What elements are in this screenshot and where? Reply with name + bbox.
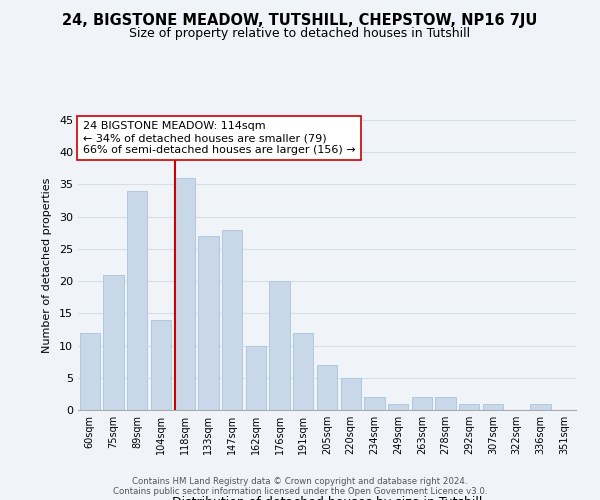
Bar [483, 404, 503, 410]
Bar [341, 378, 361, 410]
Text: Size of property relative to detached houses in Tutshill: Size of property relative to detached ho… [130, 28, 470, 40]
Bar [269, 281, 290, 410]
Text: 24, BIGSTONE MEADOW, TUTSHILL, CHEPSTOW, NP16 7JU: 24, BIGSTONE MEADOW, TUTSHILL, CHEPSTOW,… [62, 12, 538, 28]
Bar [175, 178, 195, 410]
Y-axis label: Number of detached properties: Number of detached properties [42, 178, 52, 352]
Text: 24 BIGSTONE MEADOW: 114sqm
← 34% of detached houses are smaller (79)
66% of semi: 24 BIGSTONE MEADOW: 114sqm ← 34% of deta… [83, 122, 356, 154]
Bar [530, 404, 551, 410]
Bar [246, 346, 266, 410]
Bar [436, 397, 455, 410]
Bar [459, 404, 479, 410]
Bar [388, 404, 408, 410]
Bar [199, 236, 218, 410]
X-axis label: Distribution of detached houses by size in Tutshill: Distribution of detached houses by size … [172, 496, 482, 500]
Text: Contains public sector information licensed under the Open Government Licence v3: Contains public sector information licen… [113, 486, 487, 496]
Text: Contains HM Land Registry data © Crown copyright and database right 2024.: Contains HM Land Registry data © Crown c… [132, 476, 468, 486]
Bar [127, 191, 148, 410]
Bar [364, 397, 385, 410]
Bar [293, 332, 313, 410]
Bar [103, 274, 124, 410]
Bar [222, 230, 242, 410]
Bar [317, 365, 337, 410]
Bar [151, 320, 171, 410]
Bar [412, 397, 432, 410]
Bar [80, 332, 100, 410]
